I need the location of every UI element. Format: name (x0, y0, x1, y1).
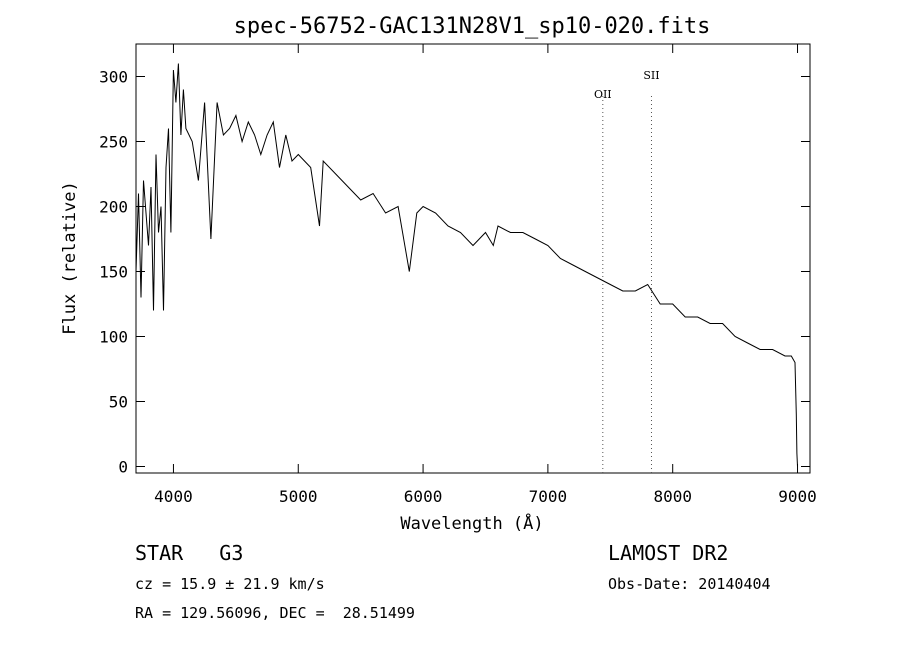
line-marker-label: OII (594, 88, 612, 101)
line-markers: OII SII (594, 69, 660, 473)
plot-frame (135, 43, 811, 474)
chart-title: spec-56752-GAC131N28V1_sp10-020.fits (234, 14, 711, 39)
x-tick-label: 8000 (653, 487, 692, 506)
y-tick-label: 50 (109, 393, 128, 412)
x-tick-label: 7000 (529, 487, 568, 506)
y-axis: 0 50 100 150 200 250 300 (99, 68, 810, 477)
x-tick-label: 6000 (404, 487, 443, 506)
x-tick-label: 9000 (778, 487, 817, 506)
redshift-readout: cz = 15.9 ± 21.9 km/s (135, 575, 325, 593)
line-marker-label: SII (643, 69, 659, 82)
coordinates-readout: RA = 129.56096, DEC = 28.51499 (135, 604, 415, 622)
x-axis-label: Wavelength (Å) (400, 512, 543, 534)
y-axis-label: Flux (relative) (60, 181, 80, 335)
y-tick-label: 300 (99, 68, 128, 87)
y-tick-label: 100 (99, 328, 128, 347)
x-tick-label: 5000 (279, 487, 318, 506)
spectrum-line (135, 63, 798, 467)
spectrum-series (135, 63, 798, 467)
x-tick-label: 4000 (154, 487, 193, 506)
y-tick-label: 150 (99, 263, 128, 282)
spectrum-chart: spec-56752-GAC131N28V1_sp10-020.fits 400… (60, 14, 817, 534)
y-tick-label: 250 (99, 133, 128, 152)
y-tick-label: 0 (118, 458, 128, 477)
survey-name: LAMOST DR2 (608, 541, 729, 565)
y-tick-label: 200 (99, 198, 128, 217)
object-class: STAR G3 (135, 541, 244, 565)
observation-date: Obs-Date: 20140404 (608, 575, 771, 593)
x-axis: 4000 5000 6000 7000 8000 9000 (154, 44, 817, 506)
